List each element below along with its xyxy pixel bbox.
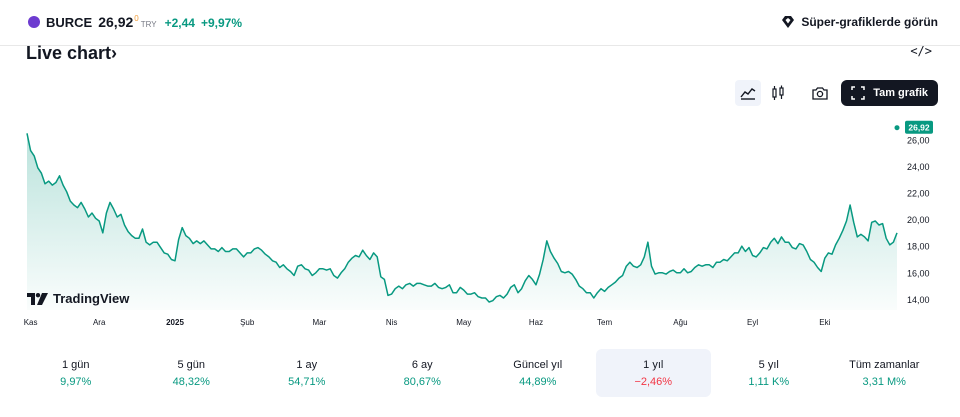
x-tick-label: 2025 [166,318,184,327]
x-tick-label: Ara [93,318,106,327]
period-change: 48,32% [172,376,210,388]
period-4[interactable]: Güncel yıl 44,89% [480,349,596,397]
x-tick-label: Mar [313,318,327,327]
last-price-label-box [905,120,933,134]
tradingview-logo[interactable]: TradingView [27,291,129,306]
period-5[interactable]: 1 yıl −2,46% [595,349,711,397]
last-price-dot [894,125,900,131]
period-label: 6 ay [411,359,433,371]
y-tick-label: 24,00 [907,162,930,172]
area-fill-layer [26,133,898,310]
period-label: 5 gün [177,359,206,371]
period-label: Güncel yıl [513,359,563,371]
period-label: 1 yıl [643,359,664,371]
period-label: 5 yıl [758,359,779,371]
full-chart-button[interactable]: Tam grafik [841,80,938,106]
full-chart-label: Tam grafik [873,87,928,99]
candlestick-icon [772,85,784,100]
fullscreen-icon [851,86,865,100]
period-2[interactable]: 1 ay 54,71% [249,349,365,397]
chevron-right-icon: › [111,43,118,63]
change-absolute: +2,44 [164,16,195,30]
symbol-header: BURCE 26,92 0 TRY +2,44 +9,97% Süper-gra… [0,0,960,46]
x-axis: Kas Ara 2025 Şub Mar Nis May Haz Tem Ağu Eyl Eki [24,318,831,327]
y-tick-label: 18,00 [907,242,930,252]
x-tick-label: Ağu [673,318,687,327]
period-change: −2,46% [634,376,673,388]
symbol-info[interactable]: BURCE 26,92 0 TRY +2,44 +9,97% [28,14,248,30]
price-series-line [26,133,898,303]
y-tick-label: 22,00 [907,189,930,199]
last-price-label: 26,92 [908,123,930,133]
price-chart[interactable]: 14,00 16,00 18,00 20,00 22,00 24,00 26,00 Kas A… [0,112,960,334]
period-change: 44,89% [519,376,557,388]
page-title-text: Live chart [26,43,112,63]
supercharts-link[interactable]: Süper-grafiklerde görün [781,15,938,29]
candles-chart-button[interactable] [765,80,791,106]
period-change: 9,97% [60,376,92,388]
period-1[interactable]: 5 gün 48,32% [134,349,250,397]
currency-label: TRY [140,20,157,29]
tradingview-logo-text: TradingView [53,291,130,306]
tradingview-logo-icon [27,292,48,305]
period-6[interactable]: 5 yıl 1,11 K% [711,349,827,397]
period-label: 1 gün [61,359,90,371]
embed-code-icon[interactable]: </> [910,44,932,58]
chart-toolbar: Tam grafik [735,80,938,106]
supercharts-link-label: Süper-grafiklerde görün [801,15,938,29]
period-change: 3,31 M% [862,376,906,388]
area-chart-icon [740,88,756,100]
supercharts-icon [782,16,795,28]
last-price-fraction: 0 [134,14,139,23]
symbol-logo-icon [28,16,40,28]
y-axis: 14,00 16,00 18,00 20,00 22,00 24,00 26,00 [907,135,930,305]
x-tick-label: Kas [24,318,38,327]
camera-icon [812,87,828,100]
x-tick-label: Şub [240,318,255,327]
x-tick-label: Eki [819,318,830,327]
last-price-marker: 26,92 [894,120,933,134]
last-price: 26,92 [98,14,134,30]
period-change: 54,71% [288,376,326,388]
period-label: 1 ay [296,359,318,371]
y-tick-label: 14,00 [907,295,930,305]
page-title[interactable]: Live chart› [26,43,117,64]
performance-periods: 1 gün 9,97% 5 gün 48,32% 1 ay 54,71% 6 ay 80,67… [18,349,942,397]
period-change: 1,11 K% [748,376,790,388]
x-tick-label: Eyl [747,318,758,327]
y-tick-label: 26,00 [907,135,930,145]
symbol-name[interactable]: BURCE [46,15,93,30]
y-tick-label: 16,00 [907,268,930,278]
x-tick-label: May [456,318,471,327]
period-0[interactable]: 1 gün 9,97% [18,349,134,397]
y-tick-label: 20,00 [907,215,930,225]
period-3[interactable]: 6 ay 80,67% [365,349,481,397]
change-percent: +9,97% [200,16,243,30]
area-chart-button[interactable] [735,80,762,106]
x-tick-label: Haz [529,318,543,327]
snapshot-button[interactable] [807,80,833,106]
x-tick-label: Tem [597,318,612,327]
period-change: 80,67% [403,376,441,388]
period-7[interactable]: Tüm zamanlar 3,31 M% [827,349,943,397]
period-label: Tüm zamanlar [849,359,920,371]
x-tick-label: Nis [386,318,398,327]
price-area-fill [27,133,897,310]
